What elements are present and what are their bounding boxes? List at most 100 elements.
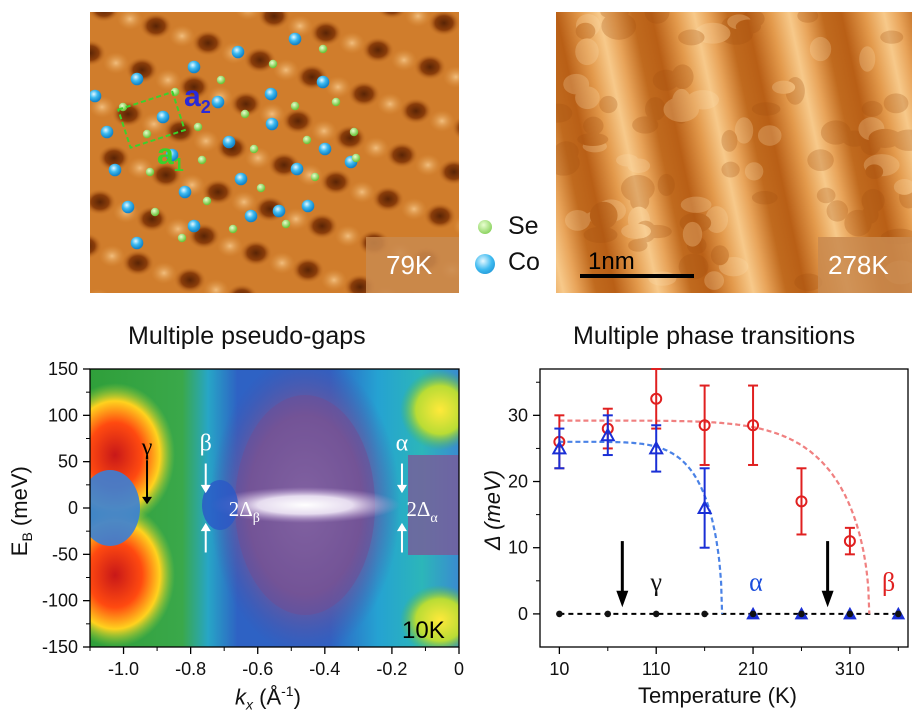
surface-texture-blob [861,100,883,117]
surface-depression [140,13,172,39]
co-atom-marker [318,142,332,156]
surface-protrusion [103,52,129,74]
surface-texture-blob [710,245,729,266]
stm-image-79k: a2 a1 79K [56,0,517,328]
surface-texture-blob [648,271,677,286]
alpha-fit-curve [559,440,724,614]
phase-y-label: Δ (meV) [480,470,505,550]
surface-protrusion [363,137,389,159]
surface-texture-blob [826,200,849,222]
vector-a1-label: a1 [157,138,184,175]
surface-depression [244,47,276,73]
unit-cell-box [116,90,187,149]
se-atom-marker [193,122,203,132]
y-tick-label: -50 [52,544,78,564]
surface-protrusion [401,198,427,220]
surface-texture-blob [757,125,782,146]
y-tick-label: 150 [48,359,78,379]
surface-depression [164,118,196,144]
surface-protrusion [151,262,177,284]
co-atom-marker [211,95,225,109]
surface-texture-blob [863,154,900,177]
surface-texture-blob [672,96,691,124]
surface-texture-blob [883,93,909,114]
y-tick-label: -100 [42,591,78,611]
surface-texture-blob [601,12,637,40]
surface-protrusion [259,103,285,125]
surface-depression [372,186,404,212]
y-tick-label: 0 [68,498,78,518]
surface-protrusion [325,76,351,98]
co-atom-marker [244,209,258,223]
co-atom-marker [187,219,201,233]
temperature-label-79k: 79K [386,250,433,280]
se-atom-marker [318,44,328,54]
surface-texture-blob [634,220,657,243]
y-tick-label: 30 [508,405,528,425]
heatmap-y-label: EB (meV) [6,466,36,557]
surface-depression [230,91,262,117]
y-tick-label: 10 [508,538,528,558]
co-atom-marker [264,87,278,101]
surface-texture-blob [596,199,626,222]
surface-texture-blob [861,188,885,213]
pseudo-gaps-title: Multiple pseudo-gaps [128,322,366,350]
alpha-data-point [600,427,616,442]
surface-texture-blob [891,129,916,151]
surface-texture-blob [680,196,712,213]
y-tick-label: 0 [518,604,528,624]
surface-depression [320,169,352,195]
surface-protrusion [349,181,375,203]
surface-texture-blob [583,116,604,135]
phase-transition-chart: 10 110 210 310 0 10 20 30 γ α β Δ (meV) Temperatu… [470,355,916,716]
alpha-data-point [551,440,568,455]
surface-protrusion [391,49,417,71]
alpha-label: α [749,568,763,597]
se-atom-marker [145,167,155,177]
surface-texture-blob [705,206,729,234]
surface-depression [98,145,130,171]
surface-texture-blob [816,187,836,204]
surface-depression [334,125,366,151]
pseudo-gap-chart: -1.0 -0.8 -0.6 -0.4 -0.2 0 150 100 50 0 -50 -100 -15… [0,355,470,716]
surface-depression [150,162,182,188]
beta-data-point [795,495,808,508]
se-atom-marker [290,101,300,111]
gamma-label: γ [649,568,662,597]
surface-texture-blob [577,132,609,146]
surface-texture-blob [642,224,672,239]
surface-texture-blob [842,130,867,147]
surface-texture-blob [679,212,712,233]
co-atom-marker [316,75,330,89]
se-atom-marker [249,144,259,154]
surface-texture-blob [868,128,902,148]
surface-texture-blob [575,86,600,110]
surface-texture-blob [807,149,834,172]
stm-right-svg [544,0,916,293]
se-atom-marker [268,59,278,69]
surface-texture-blob [880,30,904,44]
surface-texture-blob [858,117,885,141]
surface-texture-blob [627,206,650,234]
surface-texture-blob [663,96,700,122]
surface-texture-blob [575,13,601,37]
beta-label: β [200,431,212,457]
zero-data-point [895,610,902,618]
stm-image-278k: 1nm 278K [544,0,916,293]
co-atom-marker [234,172,248,186]
beta-data-point [650,392,663,405]
surface-texture-blob [742,9,765,28]
surface-protrusion [99,245,125,267]
gamma-label: γ [141,434,153,460]
se-atom-marker [351,153,361,163]
transition-arrowhead [821,590,834,608]
surface-texture-blob [794,273,823,291]
beta-data-point [747,419,760,432]
surface-texture-blob [751,190,778,205]
surface-texture-blob [628,239,648,252]
temperature-label-278k: 278K [828,250,889,280]
surface-texture-blob [860,133,882,156]
surface-protrusion [377,93,403,115]
x-tick-label: -0.2 [376,659,407,679]
vector-a2-label: a2 [184,80,211,117]
